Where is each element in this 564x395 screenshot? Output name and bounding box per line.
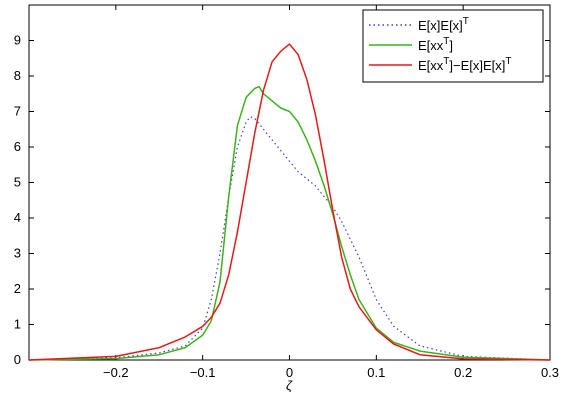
legend-superscript: T — [443, 56, 449, 67]
y-tick-label: 7 — [14, 104, 21, 119]
x-tick-label: 0.1 — [367, 365, 385, 380]
series-line-3 — [28, 43, 551, 361]
y-tick-label: 4 — [14, 210, 21, 225]
legend-text-part: ] — [449, 38, 453, 53]
legend-text-part: E[xx — [418, 58, 444, 73]
legend-label: E[xxT] — [418, 36, 453, 53]
series-line-1 — [28, 116, 551, 361]
legend-label: E[xxT]−E[x]E[x]T — [418, 56, 512, 73]
legend-superscript: T — [463, 16, 469, 27]
x-tick-label: 0 — [286, 365, 293, 380]
legend-superscript: T — [443, 36, 449, 47]
legend-label: E[x]E[x]T — [418, 16, 469, 33]
y-tick-label: 6 — [14, 139, 21, 154]
x-tick-label: 0.2 — [454, 365, 472, 380]
legend-text-part: ]−E[x]E[x] — [449, 58, 505, 73]
y-tick-label: 2 — [14, 281, 21, 296]
y-tick-label: 5 — [14, 175, 21, 190]
x-tick-label: −0.2 — [103, 365, 129, 380]
y-tick-label: 0 — [14, 352, 21, 367]
y-tick-label: 3 — [14, 246, 21, 261]
y-tick-label: 9 — [14, 33, 21, 48]
series-line-2 — [28, 85, 551, 361]
legend-text-part: E[xx — [418, 38, 444, 53]
legend: E[x]E[x]TE[xxT]E[xxT]−E[x]E[x]T — [362, 9, 544, 83]
legend-superscript: T — [505, 56, 511, 67]
y-tick-label: 8 — [14, 68, 21, 83]
legend-box — [362, 9, 544, 83]
x-axis: −0.2 −0.1 0 0.1 0.2 0.3 — [103, 5, 559, 380]
y-axis: 0 1 2 3 4 5 6 7 8 9 — [14, 33, 550, 367]
series-layer — [28, 43, 551, 361]
x-axis-label: ζ — [286, 378, 293, 393]
x-tick-label: 0.3 — [541, 365, 559, 380]
x-tick-label: −0.1 — [190, 365, 216, 380]
y-tick-label: 1 — [14, 317, 21, 332]
legend-text-part: E[x]E[x] — [418, 18, 463, 33]
